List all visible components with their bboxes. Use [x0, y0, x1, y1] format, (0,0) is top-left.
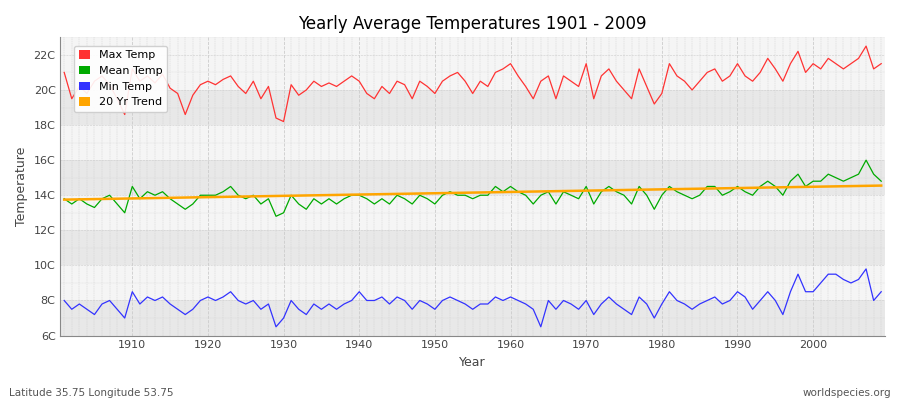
X-axis label: Year: Year [459, 356, 486, 369]
Bar [60, 55, 885, 90]
Text: worldspecies.org: worldspecies.org [803, 388, 891, 398]
Bar [60, 266, 885, 300]
Title: Yearly Average Temperatures 1901 - 2009: Yearly Average Temperatures 1901 - 2009 [299, 15, 647, 33]
Bar [60, 300, 885, 336]
Y-axis label: Temperature: Temperature [15, 147, 28, 226]
Text: Latitude 35.75 Longitude 53.75: Latitude 35.75 Longitude 53.75 [9, 388, 174, 398]
Legend: Max Temp, Mean Temp, Min Temp, 20 Yr Trend: Max Temp, Mean Temp, Min Temp, 20 Yr Tre… [74, 46, 166, 112]
Bar [60, 125, 885, 160]
Bar [60, 90, 885, 125]
Bar [60, 230, 885, 266]
Bar [60, 195, 885, 230]
Bar [60, 160, 885, 195]
